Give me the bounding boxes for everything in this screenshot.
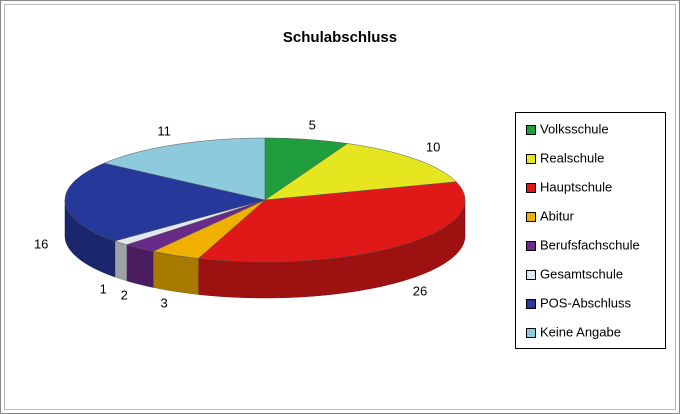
legend-swatch <box>526 270 536 280</box>
slice <box>152 199 266 259</box>
slice <box>264 143 457 201</box>
legend-label: Berufsfachschule <box>540 237 640 252</box>
legend-swatch <box>526 125 536 135</box>
slice <box>125 199 266 252</box>
data-label: 26 <box>413 284 427 299</box>
data-label: 2 <box>121 287 128 302</box>
legend-swatch <box>526 154 536 164</box>
slice <box>264 137 349 201</box>
legend-label: Keine Angabe <box>540 324 621 339</box>
legend-label: Hauptschule <box>540 179 612 194</box>
data-label: 3 <box>161 295 168 310</box>
legend-label: Realschule <box>540 150 604 165</box>
slice-side <box>126 244 154 288</box>
legend-swatch <box>526 299 536 309</box>
slice <box>103 137 266 201</box>
legend-swatch <box>526 212 536 222</box>
legend-box <box>515 112 666 349</box>
chart-area <box>4 4 676 410</box>
legend-swatch <box>526 241 536 251</box>
data-label: 1 <box>100 281 107 296</box>
data-label: 16 <box>34 236 48 251</box>
chart-title: Schulabschluss <box>283 29 397 46</box>
slice <box>197 181 466 263</box>
legend-swatch <box>526 183 536 193</box>
slice <box>64 162 266 242</box>
data-label: 5 <box>309 118 316 133</box>
data-label: 10 <box>426 140 440 155</box>
legend-label: Volksschule <box>540 121 609 136</box>
data-label: 11 <box>157 123 171 138</box>
legend-label: Abitur <box>540 208 575 223</box>
legend-swatch <box>526 328 536 338</box>
legend-label: POS-Abschluss <box>540 295 632 310</box>
legend-label: Gesamtschule <box>540 266 623 281</box>
slice-side <box>114 240 127 282</box>
